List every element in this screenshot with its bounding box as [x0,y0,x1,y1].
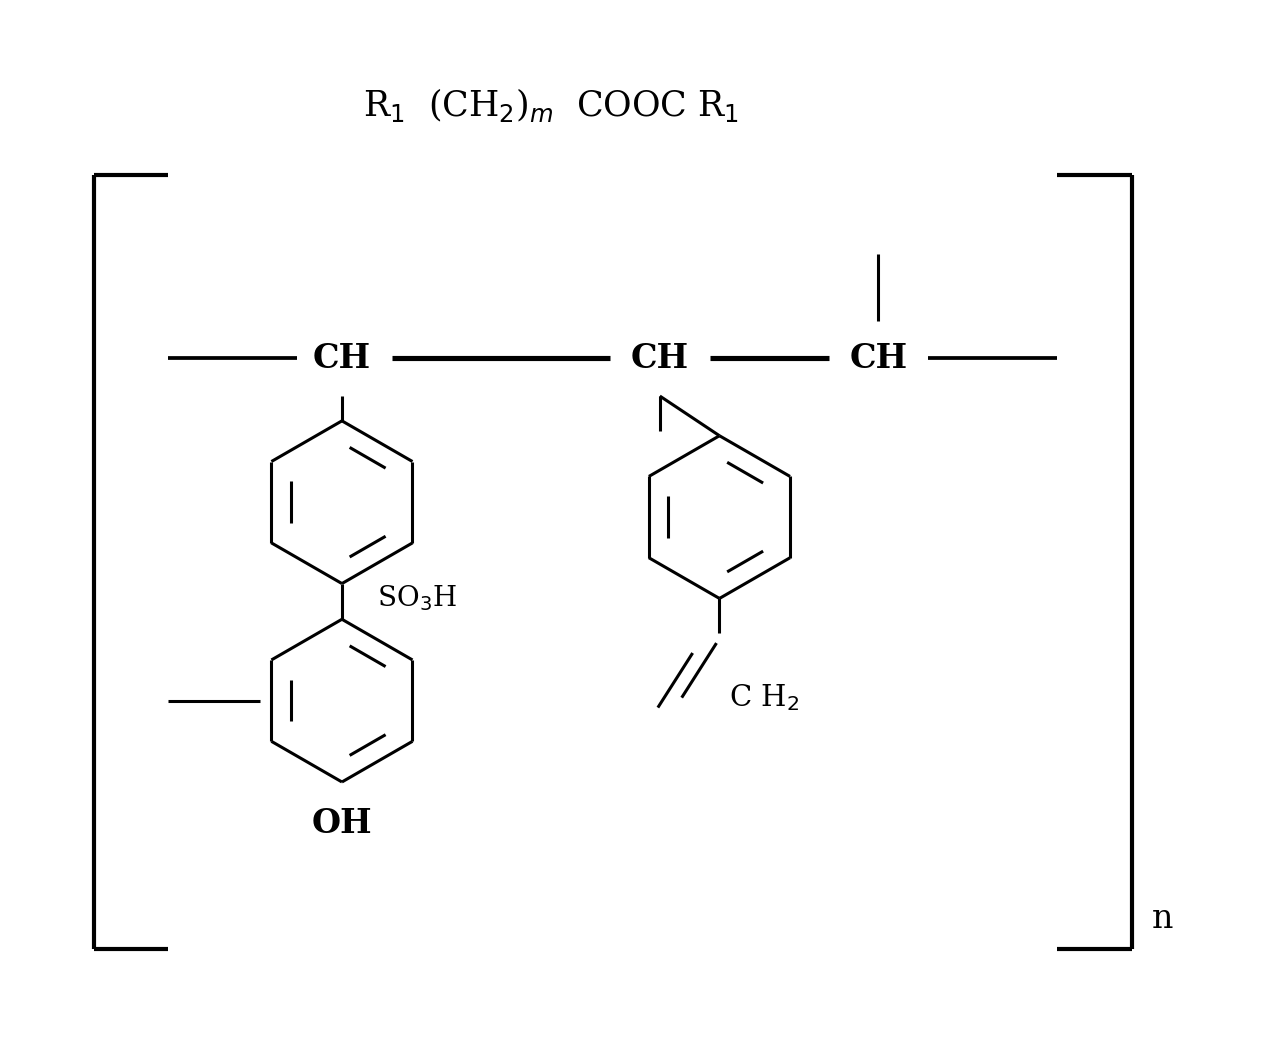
Text: CH: CH [631,341,688,375]
Text: R$_1$  (CH$_2$)$_m$  COOC R$_1$: R$_1$ (CH$_2$)$_m$ COOC R$_1$ [362,87,738,125]
Text: CH: CH [849,341,908,375]
Text: CH: CH [312,341,371,375]
Text: C H$_2$: C H$_2$ [729,682,799,713]
Text: SO$_3$H: SO$_3$H [376,583,456,613]
Text: n: n [1151,903,1173,934]
Text: OH: OH [311,806,372,840]
